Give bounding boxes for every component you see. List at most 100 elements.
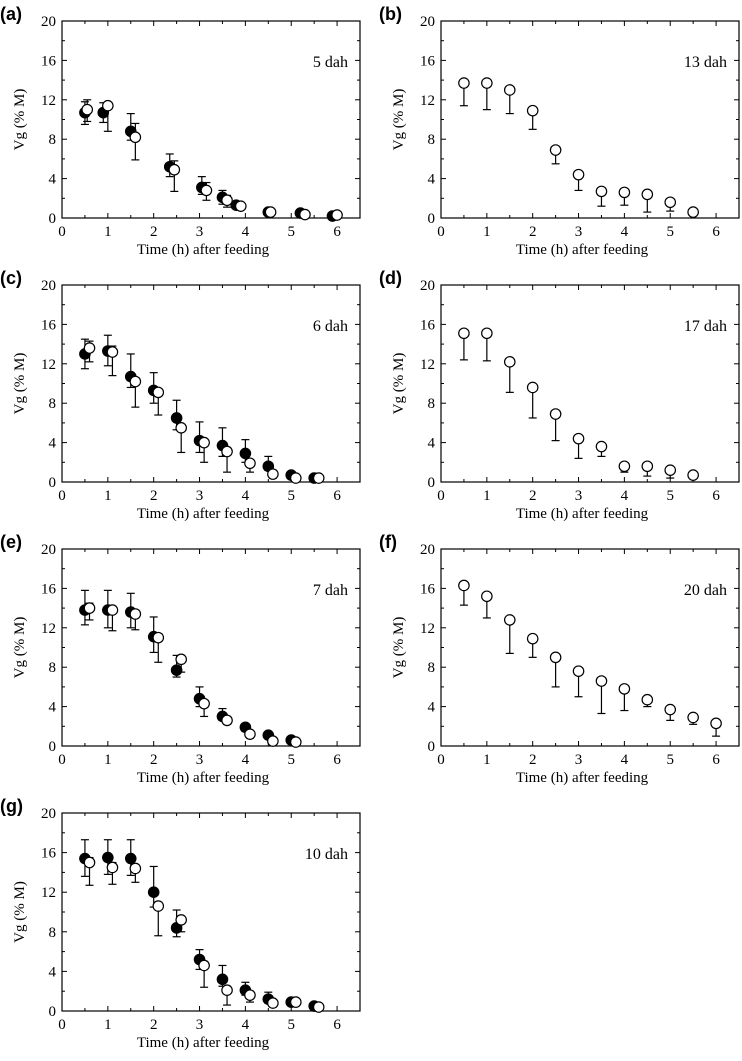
- y-tick-label: 4: [428, 172, 436, 188]
- x-tick-label: 2: [150, 752, 158, 768]
- x-tick-label: 3: [196, 1017, 204, 1033]
- data-point-open: [687, 206, 699, 218]
- x-tick-label: 0: [58, 224, 66, 240]
- data-point-open: [290, 996, 302, 1008]
- data-point-open: [175, 914, 187, 926]
- data-point-open: [198, 697, 210, 710]
- data-point-open: [244, 728, 256, 740]
- y-tick-label: 4: [49, 700, 57, 716]
- x-tick-label: 4: [242, 224, 250, 240]
- data-point-filled: [216, 973, 229, 986]
- panel-letter: (b): [379, 4, 402, 24]
- x-tick-label: 4: [242, 752, 250, 768]
- x-tick-label: 5: [287, 224, 295, 240]
- y-tick-label: 12: [420, 621, 435, 637]
- x-tick-label: 4: [621, 488, 629, 504]
- y-axis-label: Vg (% M): [391, 353, 407, 415]
- data-point-open: [200, 184, 213, 197]
- x-tick-label: 6: [333, 488, 341, 504]
- x-tick-label: 5: [666, 488, 674, 504]
- x-axis-label: Time (h) after feeding: [137, 242, 270, 258]
- data-point-open: [618, 683, 631, 695]
- y-tick-label: 0: [49, 1004, 57, 1020]
- y-tick-label: 20: [41, 278, 56, 294]
- data-point-open: [664, 464, 677, 476]
- y-tick-label: 12: [41, 621, 56, 637]
- y-tick-label: 0: [428, 211, 436, 227]
- x-tick-label: 3: [196, 752, 204, 768]
- plot-frame: [61, 548, 361, 747]
- plot-frame: [440, 284, 740, 483]
- data-point-open: [267, 735, 279, 747]
- x-tick-label: 6: [333, 752, 341, 768]
- x-tick-label: 2: [150, 224, 158, 240]
- x-tick-label: 1: [483, 752, 491, 768]
- x-axis-label: Time (h) after feeding: [516, 506, 649, 522]
- y-tick-label: 8: [428, 396, 436, 412]
- x-tick-label: 0: [437, 752, 445, 768]
- series-open: [458, 579, 722, 737]
- data-point-filled: [239, 447, 252, 460]
- data-point-open: [168, 163, 181, 176]
- y-axis-label: Vg (% M): [12, 89, 28, 151]
- x-tick-label: 2: [150, 488, 158, 504]
- data-point-open: [572, 665, 585, 677]
- panel-letter: (a): [0, 4, 22, 24]
- panel-letter: (e): [0, 532, 22, 552]
- y-tick-label: 12: [41, 357, 56, 373]
- data-point-open: [106, 604, 119, 616]
- data-point-open: [458, 579, 470, 592]
- x-tick-label: 1: [104, 224, 112, 240]
- age-annotation: 20 dah: [684, 582, 727, 599]
- x-tick-label: 2: [150, 1017, 158, 1033]
- data-point-open: [235, 200, 247, 212]
- x-tick-label: 6: [712, 752, 720, 768]
- x-axis-label: Time (h) after feeding: [137, 1035, 270, 1051]
- x-tick-label: 3: [575, 224, 583, 240]
- data-point-open: [221, 714, 233, 727]
- data-point-open: [221, 445, 233, 458]
- y-tick-label: 20: [420, 542, 435, 558]
- x-tick-label: 0: [58, 752, 66, 768]
- data-point-open: [503, 84, 516, 96]
- data-point-open: [244, 989, 256, 1001]
- data-point-open: [503, 356, 516, 368]
- data-point-open: [312, 472, 325, 484]
- y-axis-label: Vg (% M): [391, 89, 407, 151]
- data-point-open: [267, 997, 279, 1009]
- data-point-open: [595, 440, 608, 453]
- y-tick-label: 4: [49, 172, 57, 188]
- data-point-open: [244, 457, 256, 470]
- data-point-open: [152, 386, 165, 399]
- y-tick-label: 8: [49, 132, 57, 148]
- x-tick-label: 6: [712, 488, 720, 504]
- data-point-open: [572, 432, 585, 445]
- x-tick-label: 6: [712, 224, 720, 240]
- x-tick-label: 6: [333, 1017, 341, 1033]
- y-tick-label: 0: [49, 211, 57, 227]
- data-point-open: [221, 194, 233, 207]
- data-point-open: [175, 422, 187, 434]
- series-open: [458, 77, 699, 218]
- data-point-open: [129, 608, 142, 620]
- data-point-open: [299, 208, 311, 221]
- y-tick-label: 8: [428, 132, 436, 148]
- y-tick-label: 16: [41, 846, 57, 862]
- y-tick-label: 4: [49, 964, 57, 980]
- x-tick-label: 2: [529, 488, 537, 504]
- data-point-open: [83, 602, 96, 614]
- x-tick-label: 5: [287, 1017, 295, 1033]
- plot-frame: [61, 284, 361, 483]
- data-point-open: [526, 104, 539, 117]
- panel-letter: (g): [0, 796, 23, 816]
- y-axis-label: Vg (% M): [12, 881, 28, 943]
- x-tick-label: 3: [575, 752, 583, 768]
- age-annotation: 6 dah: [313, 318, 348, 335]
- panel-letter: (f): [379, 532, 397, 552]
- age-annotation: 13 dah: [684, 54, 727, 71]
